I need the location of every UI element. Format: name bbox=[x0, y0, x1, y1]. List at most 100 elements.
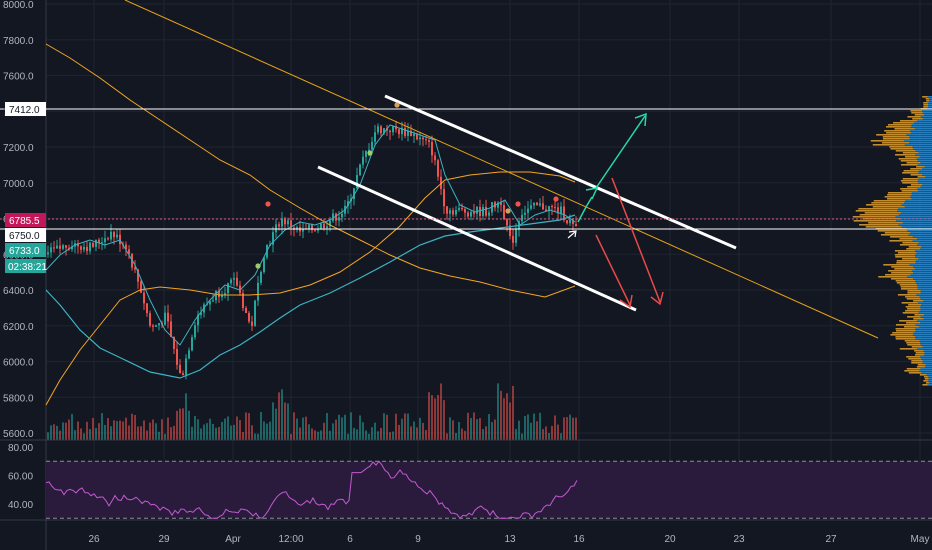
volume-profile-bar bbox=[918, 182, 932, 184]
volume-bar bbox=[287, 403, 289, 440]
candle-body bbox=[548, 206, 550, 212]
candle-body bbox=[413, 133, 415, 137]
volume-bar bbox=[398, 424, 400, 440]
volume-bar bbox=[320, 430, 322, 440]
volume-profile-bar bbox=[903, 170, 919, 172]
volume-bar bbox=[311, 428, 313, 440]
candle-body bbox=[347, 201, 349, 206]
volume-bar bbox=[512, 385, 514, 440]
volume-bar bbox=[461, 428, 463, 440]
volume-profile-bar bbox=[890, 334, 913, 336]
volume-profile-bar bbox=[917, 176, 926, 178]
candle-body bbox=[86, 246, 88, 252]
volume-profile-bar bbox=[911, 112, 923, 114]
volume-profile-bar bbox=[895, 150, 916, 152]
volume-profile-bar bbox=[888, 124, 912, 126]
price-tag-7412-label: 7412.0 bbox=[9, 105, 40, 116]
candle-body bbox=[530, 205, 532, 209]
volume-bar bbox=[50, 425, 52, 440]
volume-profile-bar bbox=[922, 110, 932, 112]
volume-profile-bar bbox=[906, 162, 921, 164]
time-axis-label: 29 bbox=[158, 534, 170, 545]
volume-profile-bar bbox=[921, 304, 932, 306]
volume-profile-bar bbox=[887, 198, 912, 200]
volume-bar bbox=[158, 431, 160, 440]
volume-bar bbox=[62, 422, 64, 440]
candle-body bbox=[164, 312, 166, 325]
volume-profile-bar bbox=[919, 156, 932, 158]
volume-bar bbox=[479, 418, 481, 440]
volume-profile-bar bbox=[913, 300, 924, 302]
volume-profile-bar bbox=[919, 340, 932, 342]
volume-profile-bar bbox=[905, 306, 920, 308]
volume-bar bbox=[365, 430, 367, 440]
volume-profile-bar bbox=[910, 174, 923, 176]
candle-body bbox=[332, 213, 334, 221]
candle-body bbox=[278, 224, 280, 227]
volume-profile-bar bbox=[914, 268, 932, 270]
candle-body bbox=[431, 141, 433, 156]
volume-profile-bar bbox=[895, 154, 916, 156]
candle-body bbox=[440, 176, 442, 190]
volume-bar bbox=[152, 419, 154, 440]
volume-profile-bar bbox=[910, 132, 932, 134]
volume-bar bbox=[290, 433, 292, 440]
volume-bar bbox=[314, 430, 316, 440]
volume-bar bbox=[500, 390, 502, 440]
candle-body bbox=[56, 245, 58, 249]
price-axis-tick: 5600.0 bbox=[3, 429, 34, 440]
volume-profile-bar bbox=[926, 374, 932, 376]
volume-bar bbox=[200, 428, 202, 440]
volume-profile-bar bbox=[918, 172, 932, 174]
volume-profile-bar bbox=[924, 166, 932, 168]
candle-body bbox=[392, 125, 394, 133]
volume-profile-bar bbox=[913, 332, 932, 334]
volume-profile-bar bbox=[899, 320, 917, 322]
time-axis-label: 23 bbox=[733, 534, 745, 545]
time-axis-label: 20 bbox=[664, 534, 676, 545]
candle-body bbox=[308, 224, 310, 230]
channel-lower-line[interactable] bbox=[317, 165, 637, 312]
volume-profile-bar bbox=[901, 302, 919, 304]
volume-bar bbox=[539, 412, 541, 440]
candle-body bbox=[407, 130, 409, 136]
volume-profile-bar bbox=[882, 138, 910, 140]
signal-dot bbox=[394, 102, 400, 108]
channel-upper-line[interactable] bbox=[384, 94, 737, 250]
volume-profile-bar bbox=[855, 210, 898, 212]
volume-bar bbox=[101, 413, 103, 440]
volume-bar bbox=[131, 413, 133, 440]
price-axis-tick: 5800.0 bbox=[3, 393, 34, 404]
volume-bar bbox=[326, 413, 328, 440]
volume-bar bbox=[272, 402, 274, 440]
volume-profile-bar bbox=[919, 310, 932, 312]
candle-body bbox=[365, 151, 367, 157]
price-tag-6785-label: 6785.5 bbox=[9, 216, 40, 227]
volume-bar bbox=[350, 412, 352, 440]
volume-profile-bar bbox=[889, 240, 913, 242]
trend-line-long[interactable] bbox=[124, 0, 879, 339]
volume-profile-bar bbox=[891, 272, 914, 274]
volume-bar bbox=[338, 414, 340, 440]
volume-profile-bar bbox=[915, 352, 925, 354]
volume-profile-bar bbox=[922, 184, 932, 186]
volume-bar bbox=[404, 413, 406, 440]
volume-profile-bar bbox=[919, 306, 932, 308]
volume-profile-bar bbox=[910, 274, 932, 276]
candle-body bbox=[374, 132, 376, 142]
volume-profile-bar bbox=[913, 272, 932, 274]
volume-bar bbox=[485, 426, 487, 440]
volume-profile-bar bbox=[902, 222, 932, 224]
volume-profile-bar bbox=[923, 106, 928, 108]
volume-profile-bar bbox=[923, 314, 932, 316]
price-tag-6750: 6750.0 bbox=[5, 228, 46, 242]
volume-profile-bar bbox=[923, 376, 929, 378]
volume-profile-bar bbox=[915, 262, 932, 264]
volume-profile-bar bbox=[929, 382, 932, 384]
volume-profile-bar bbox=[920, 344, 932, 346]
rsi-axis: 80.00 60.00 40.00 bbox=[8, 443, 33, 511]
volume-profile-bar bbox=[918, 312, 932, 314]
